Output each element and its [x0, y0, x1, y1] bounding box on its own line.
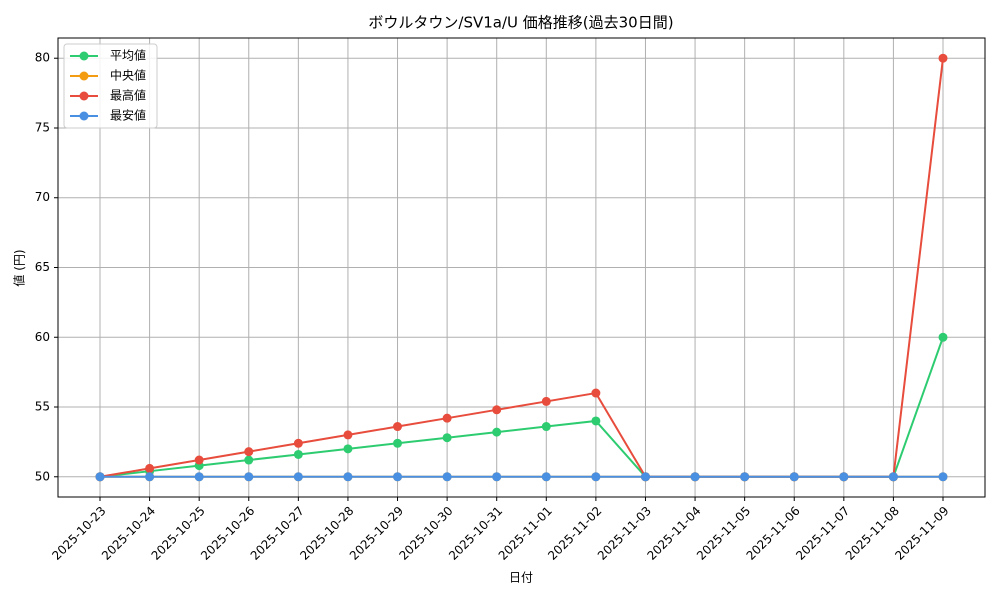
point	[95, 472, 105, 482]
y-tick-label: 65	[35, 260, 50, 274]
y-tick-label: 75	[35, 120, 50, 134]
point	[541, 472, 551, 482]
legend-label: 中央値	[110, 68, 146, 83]
legend-marker	[79, 91, 89, 101]
point	[145, 463, 155, 473]
point	[145, 472, 155, 482]
point	[442, 472, 452, 482]
point	[888, 472, 898, 482]
point	[938, 53, 948, 63]
point	[244, 455, 254, 465]
point	[343, 472, 353, 482]
plot-frame	[57, 37, 986, 498]
legend-label: 平均値	[110, 48, 146, 63]
point	[541, 396, 551, 406]
legend-box	[63, 43, 158, 129]
point	[343, 444, 353, 454]
point	[938, 472, 948, 482]
point	[293, 438, 303, 448]
point	[690, 472, 700, 482]
point	[541, 422, 551, 432]
x-axis-label: 日付	[509, 571, 533, 585]
point	[492, 427, 502, 437]
point	[640, 472, 650, 482]
point	[591, 416, 601, 426]
y-tick-label: 50	[35, 469, 50, 483]
point	[244, 472, 254, 482]
point	[442, 433, 452, 443]
point	[194, 455, 204, 465]
legend-label: 最高値	[110, 88, 146, 103]
point	[591, 472, 601, 482]
y-tick-label: 80	[35, 51, 50, 65]
point	[938, 332, 948, 342]
point	[839, 472, 849, 482]
point	[442, 413, 452, 423]
chart-title: ボウルタウン/SV1a/U 価格推移(過去30日間)	[368, 14, 673, 32]
point	[393, 422, 403, 432]
legend-marker	[79, 71, 89, 81]
y-axis-label: 値 (円)	[12, 249, 27, 286]
point	[244, 447, 254, 457]
legend-marker	[79, 51, 89, 61]
point	[591, 388, 601, 398]
point	[740, 472, 750, 482]
point	[492, 405, 502, 415]
point	[393, 438, 403, 448]
point	[492, 472, 502, 482]
point	[293, 449, 303, 459]
point	[789, 472, 799, 482]
point	[343, 430, 353, 440]
point	[293, 472, 303, 482]
point	[194, 472, 204, 482]
y-tick-label: 55	[35, 400, 50, 414]
point	[393, 472, 403, 482]
y-tick-label: 60	[35, 330, 50, 344]
y-tick-label: 70	[35, 190, 50, 204]
legend-label: 最安値	[110, 108, 146, 123]
legend-marker	[79, 111, 89, 121]
